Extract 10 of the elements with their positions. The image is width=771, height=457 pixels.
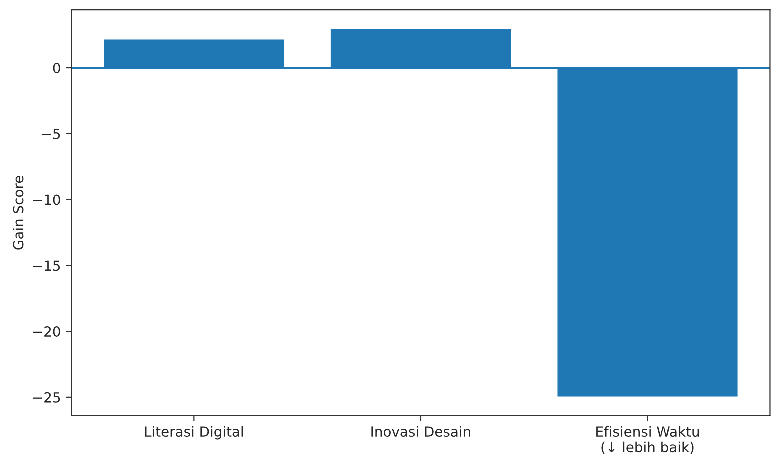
- y-tick-label: −20: [33, 326, 60, 338]
- x-tick-label: Efisiensi Waktu (↓ lebih baik): [596, 426, 700, 454]
- y-tick-label: −10: [33, 194, 60, 206]
- y-tick-label: −5: [42, 129, 60, 140]
- y-tick-label: −25: [33, 392, 60, 403]
- y-axis-title: Gain Score: [12, 176, 24, 250]
- x-tick-label: Literasi Digital: [145, 426, 244, 440]
- x-tick-label: Inovasi Desain: [372, 426, 470, 438]
- y-tick-label: 0: [53, 62, 60, 74]
- y-tick-label: −15: [33, 260, 60, 272]
